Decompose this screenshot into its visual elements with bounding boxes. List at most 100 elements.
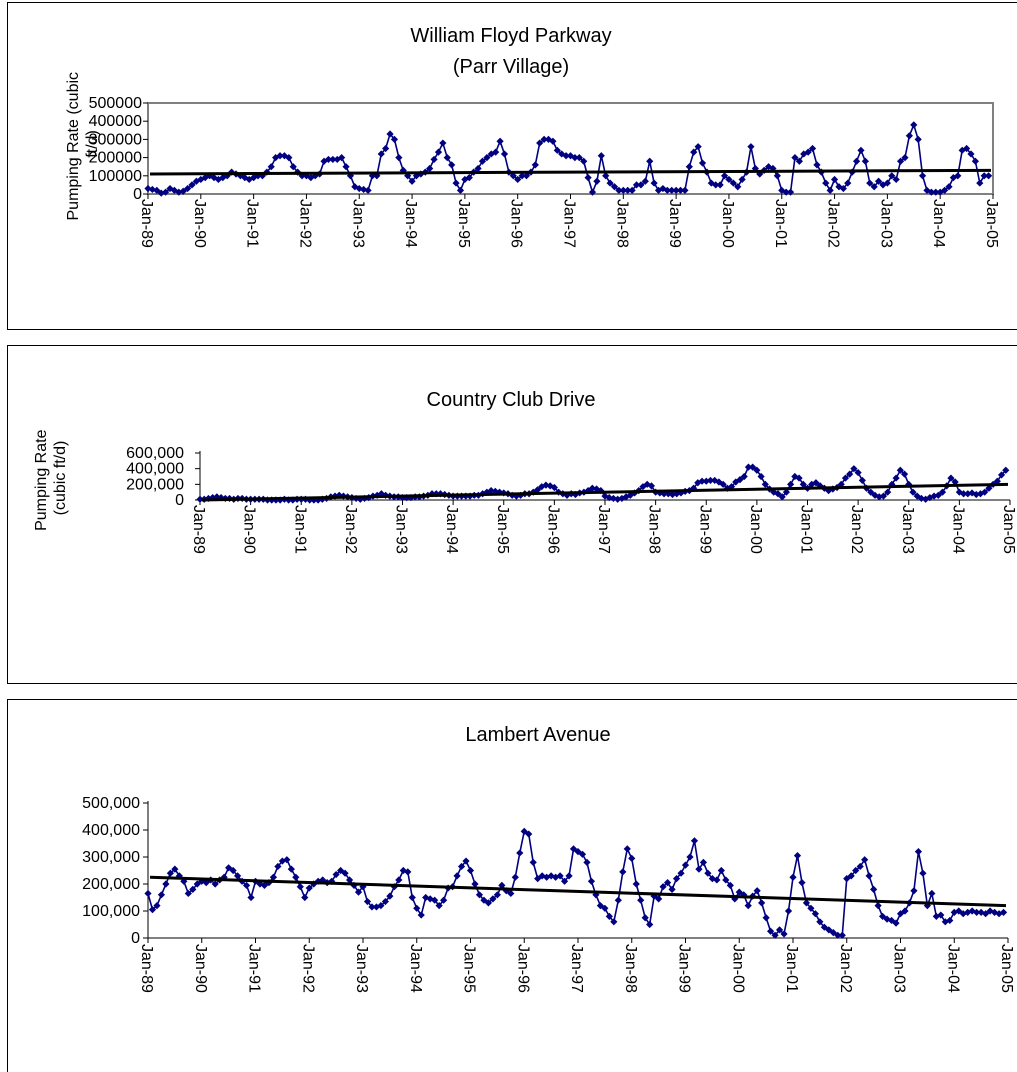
y-tick-label: 100,000 — [82, 903, 140, 920]
data-point — [496, 137, 504, 145]
data-point — [786, 188, 795, 196]
data-point — [672, 875, 681, 883]
data-point — [345, 876, 354, 884]
data-point — [157, 891, 166, 899]
data-point — [734, 183, 742, 191]
x-tick-label: Jan-91 — [291, 505, 308, 554]
data-point — [795, 157, 803, 165]
data-point — [408, 893, 416, 902]
x-tick-label: Jan-94 — [402, 199, 419, 248]
data-point — [478, 157, 487, 165]
data-point — [926, 494, 934, 502]
data-point — [475, 891, 484, 899]
data-point — [854, 468, 862, 477]
data-point — [808, 144, 817, 153]
data-point — [909, 488, 917, 496]
data-point — [360, 185, 368, 194]
data-point — [650, 892, 658, 900]
x-tick-label: Jan-89 — [138, 944, 155, 993]
data-point — [663, 879, 672, 887]
data-point — [518, 172, 526, 180]
data-point — [914, 848, 923, 856]
x-tick-label: Jan-90 — [191, 199, 208, 248]
data-point — [905, 132, 913, 140]
data-point — [804, 148, 812, 156]
data-point — [816, 918, 824, 926]
chart-title: Lambert Avenue — [465, 724, 610, 746]
data-point — [641, 914, 649, 922]
data-point — [791, 154, 799, 162]
x-ticks: Jan-89 Jan-90 Jan-91 Jan-92 Jan-93 Jan-94 Jan-… — [138, 194, 1000, 248]
x-tick-label: Jan-01 — [783, 944, 800, 993]
chart-subtitle: (Parr Village) — [453, 56, 569, 78]
data-point — [359, 883, 367, 891]
data-point — [774, 490, 782, 498]
data-point — [668, 186, 676, 194]
data-point — [332, 870, 340, 879]
data-point — [896, 910, 905, 918]
data-point — [995, 910, 1003, 918]
data-point — [540, 135, 548, 143]
data-point — [338, 154, 346, 162]
data-point — [493, 891, 501, 899]
data-point — [474, 164, 482, 173]
data-point — [716, 181, 724, 189]
data-point — [802, 899, 811, 907]
data-point — [879, 492, 888, 500]
data-point — [516, 849, 524, 857]
data-point — [826, 186, 834, 194]
data-point — [699, 858, 708, 866]
data-point — [910, 121, 918, 129]
data-point — [677, 489, 685, 497]
x-tick-label: Jan-90 — [241, 505, 258, 554]
data-point — [153, 902, 161, 910]
data-point — [861, 856, 869, 864]
data-point — [285, 154, 293, 162]
data-point — [918, 172, 927, 180]
data-point — [914, 135, 922, 143]
data-point — [596, 902, 604, 910]
data-point — [571, 154, 579, 162]
data-point — [856, 862, 864, 871]
trendline — [149, 168, 992, 176]
data-point — [647, 482, 656, 490]
data-point — [725, 175, 733, 184]
y-tick-label: 100000 — [89, 168, 142, 185]
data-point — [162, 188, 170, 196]
trendline-line — [201, 482, 1009, 502]
data-point — [875, 493, 883, 501]
data-point — [574, 848, 582, 856]
y-axis-label-line-2: (cubic ft/d) — [52, 441, 69, 516]
data-point — [269, 873, 278, 881]
data-point — [985, 484, 993, 492]
data-point — [981, 488, 989, 496]
y-tick-label: 500,000 — [82, 795, 140, 812]
data-point — [333, 155, 341, 164]
data-point — [822, 179, 830, 187]
x-tick-label: Jan-97 — [595, 505, 612, 554]
data-point — [614, 896, 622, 904]
chart-title: William Floyd Parkway — [410, 25, 611, 47]
chart-william-floyd: William Floyd Parkway (Parr Village) Pum… — [7, 2, 1017, 330]
data-point — [698, 477, 706, 485]
data-point — [280, 152, 289, 160]
data-point — [509, 172, 517, 180]
x-tick-label: Jan-95 — [494, 505, 511, 554]
data-point — [148, 906, 157, 914]
data-point — [364, 186, 372, 194]
trendline-line — [149, 875, 1007, 908]
data-point — [354, 888, 363, 896]
data-point — [386, 892, 394, 900]
data-point — [166, 869, 174, 877]
data-point — [825, 926, 833, 934]
data-point — [997, 471, 1006, 479]
data-point — [533, 486, 542, 494]
data-point — [698, 159, 707, 167]
data-point — [861, 157, 869, 165]
data-point — [866, 179, 874, 187]
data-point — [655, 895, 663, 903]
data-point — [702, 477, 710, 485]
data-point — [584, 487, 592, 495]
chart-lambert-avenue: Lambert Avenue 0 100,000 200,000 300,000 400… — [7, 699, 1017, 1072]
data-point — [659, 883, 667, 891]
